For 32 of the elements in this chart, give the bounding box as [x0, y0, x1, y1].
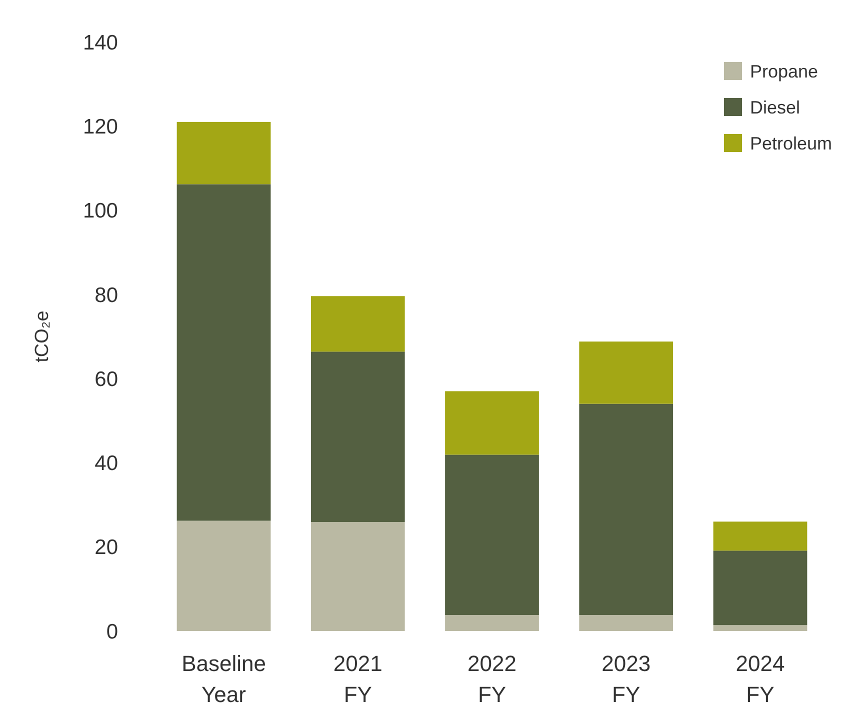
bar: [713, 550, 808, 626]
y-tick-label: 120: [82, 115, 118, 138]
bar: [310, 522, 405, 631]
y-tick-label: 140: [82, 31, 118, 54]
y-tick-label: 100: [82, 200, 118, 223]
bar: [713, 625, 808, 631]
bar: [310, 352, 405, 522]
legend-label: Diesel: [750, 97, 800, 118]
bar: [176, 184, 271, 521]
x-tick-label: Baseline Year: [182, 651, 266, 706]
bar: [176, 520, 271, 631]
y-tick-label: 80: [94, 284, 118, 307]
bar: [579, 404, 674, 616]
bar: [310, 296, 405, 352]
bar: [713, 522, 808, 551]
x-tick-label: 2023 FY: [602, 651, 651, 706]
y-tick-label: 60: [94, 368, 118, 391]
x-tick-label: 2021 FY: [333, 651, 382, 706]
y-axis-title: tCO₂e: [32, 310, 53, 362]
bar: [445, 615, 539, 631]
y-tick-label: 20: [94, 536, 118, 560]
y-tick-label: 40: [94, 452, 118, 476]
bar: [579, 342, 674, 404]
bar: [176, 122, 271, 184]
bar: [445, 391, 539, 455]
x-tick-label: 2024 FY: [736, 651, 785, 706]
bar: [445, 454, 539, 616]
bar: [579, 615, 674, 631]
legend-label: Propane: [750, 61, 818, 82]
x-tick-label: 2022 FY: [468, 651, 516, 706]
y-tick-label: 0: [106, 620, 118, 644]
legend-label: Petroleum: [750, 133, 832, 154]
